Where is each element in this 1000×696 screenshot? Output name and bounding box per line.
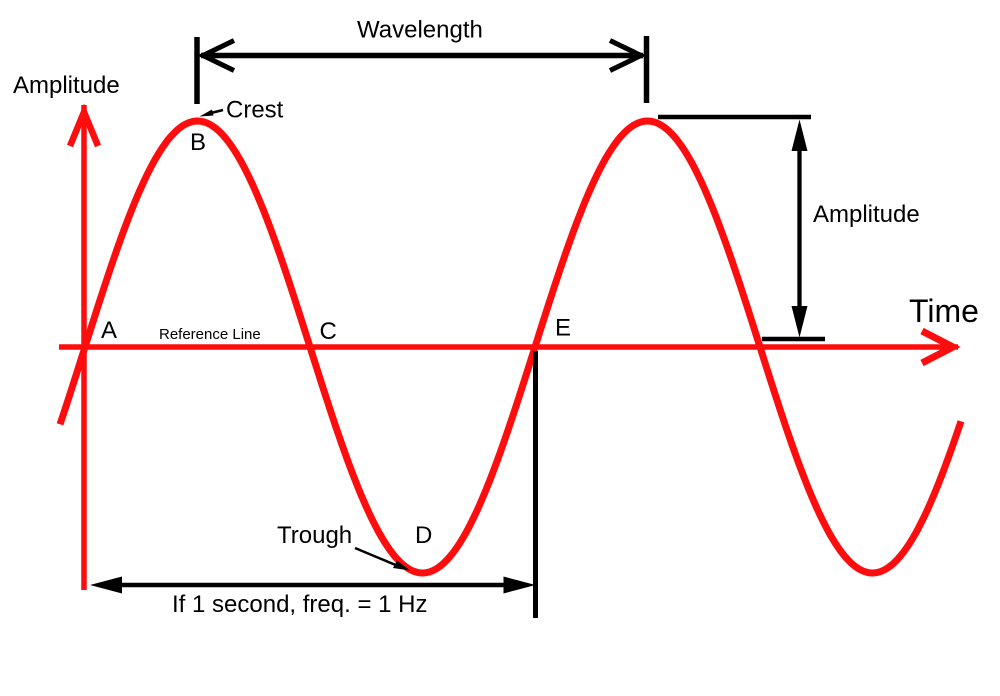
svg-text:B: B (190, 129, 206, 156)
svg-text:Reference Line: Reference Line (159, 326, 261, 343)
svg-text:A: A (101, 317, 117, 344)
svg-text:If 1 second, freq. = 1 Hz: If 1 second, freq. = 1 Hz (172, 591, 427, 618)
svg-text:Trough: Trough (277, 522, 352, 549)
svg-text:D: D (415, 522, 432, 549)
svg-text:Amplitude: Amplitude (813, 201, 920, 228)
svg-text:Wavelength: Wavelength (357, 17, 483, 44)
svg-text:Time: Time (909, 293, 979, 329)
svg-text:Amplitude: Amplitude (13, 72, 120, 99)
svg-text:E: E (555, 315, 571, 342)
svg-text:C: C (320, 318, 337, 345)
svg-text:Crest: Crest (226, 97, 284, 124)
